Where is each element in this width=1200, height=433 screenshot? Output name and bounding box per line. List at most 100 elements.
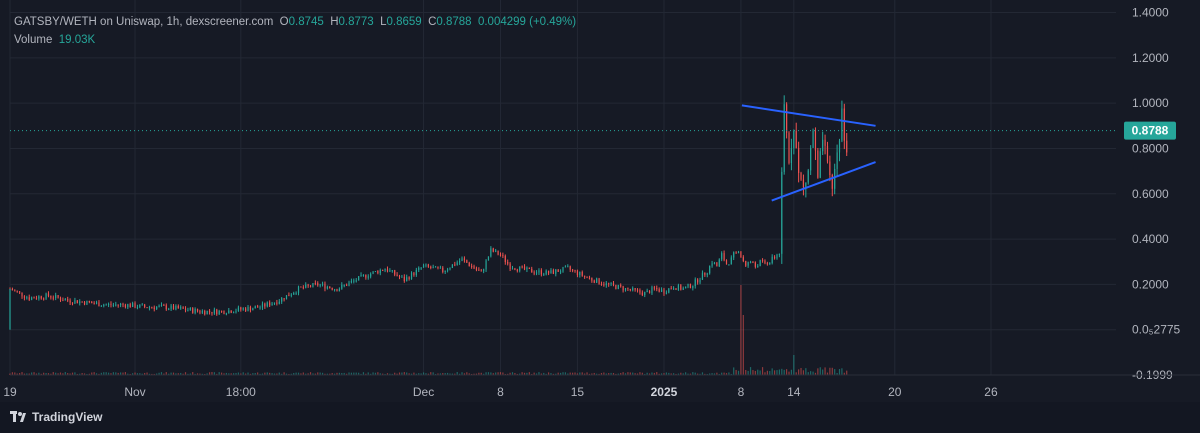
volume-bar	[492, 373, 494, 375]
candle-body	[182, 307, 184, 309]
candle-body	[769, 263, 771, 265]
chart-legend: GATSBY/WETH on Uniswap, 1h, dexscreener.…	[14, 14, 576, 48]
candle-body	[511, 268, 514, 270]
candle-body	[105, 304, 107, 306]
candle-body	[403, 276, 405, 282]
candle-body	[297, 286, 300, 293]
candle-body	[237, 307, 240, 311]
candle-body	[160, 304, 163, 306]
volume-bar	[574, 372, 576, 375]
candle-body	[766, 263, 768, 265]
volume-bar	[425, 373, 427, 375]
candle-body	[800, 172, 802, 180]
volume-bar	[67, 373, 69, 375]
volume-label[interactable]: Volume	[14, 34, 53, 46]
candle-body	[610, 283, 612, 285]
candle-body	[418, 267, 420, 270]
volume-bar	[420, 373, 422, 375]
volume-bar	[841, 368, 843, 375]
volume-bar	[516, 373, 518, 375]
price-badge[interactable]: 0.8788	[1124, 121, 1176, 140]
candle-body	[273, 302, 276, 304]
candle-body	[396, 274, 398, 276]
volume-bar	[697, 373, 699, 375]
volume-bar	[127, 373, 129, 375]
volume-bar	[737, 370, 740, 375]
candle-body	[584, 275, 586, 277]
candle-body	[576, 270, 579, 276]
volume-bar	[773, 370, 776, 375]
candle-body	[242, 308, 244, 310]
candle-body	[598, 278, 600, 284]
candle-body	[697, 279, 699, 283]
volume-bar	[663, 373, 665, 375]
candle-body	[170, 305, 172, 309]
candle-body	[307, 284, 309, 286]
candle-body	[9, 288, 11, 330]
volume-bar	[112, 372, 114, 375]
candle-body	[557, 269, 559, 272]
candle-body	[442, 267, 444, 272]
y-tick-label: 1.2000	[1132, 51, 1169, 65]
volume-bar	[216, 373, 218, 375]
candle-body	[559, 271, 562, 273]
volume-bar	[475, 373, 478, 375]
candle-body	[572, 269, 574, 271]
volume-bar	[528, 372, 530, 375]
candle-body	[745, 261, 747, 266]
candle-body	[593, 280, 595, 283]
candle-body	[509, 263, 511, 269]
volume-bar	[408, 373, 410, 375]
candle-body	[290, 294, 292, 296]
volume-bar	[257, 372, 259, 375]
volume-bar	[675, 373, 677, 375]
volume-bar	[348, 372, 350, 375]
candle-body	[196, 309, 199, 312]
volume-bar	[146, 372, 148, 375]
candle-body	[480, 270, 482, 272]
symbol-title[interactable]: GATSBY/WETH on Uniswap, 1h, dexscreener.…	[14, 16, 274, 28]
candle-body	[581, 271, 583, 276]
volume-bar	[778, 369, 780, 375]
candle-body	[127, 304, 129, 308]
candle-body	[43, 298, 45, 300]
volume-bar	[31, 372, 33, 375]
candle-body	[276, 302, 278, 304]
candle-body	[543, 274, 545, 276]
volume-bar	[343, 372, 345, 375]
volume-bar	[384, 373, 386, 375]
candle-body	[620, 285, 622, 287]
volume-bar	[641, 372, 643, 375]
candle-body	[57, 295, 59, 298]
volume-bar	[463, 373, 466, 375]
candle-body	[492, 248, 494, 252]
x-tick-label: 26	[984, 385, 998, 399]
volume-bar	[485, 372, 487, 375]
candle-body	[843, 108, 845, 141]
tradingview-logo[interactable]: TradingView	[10, 410, 102, 424]
candle-body	[266, 302, 268, 307]
candle-body	[810, 147, 812, 171]
candle-body	[624, 288, 627, 291]
candle-body	[153, 307, 155, 310]
volume-bar	[353, 372, 355, 375]
volume-bar	[793, 355, 795, 375]
volume-bar	[132, 373, 134, 375]
volume-bar	[749, 367, 752, 375]
candle-body	[699, 279, 701, 283]
candle-body	[394, 270, 396, 275]
volume-bar	[487, 372, 490, 375]
candle-body	[28, 297, 30, 300]
candle-body	[240, 307, 242, 310]
volume-bar	[586, 372, 588, 375]
candle-body	[663, 289, 665, 294]
volume-bar	[124, 372, 127, 375]
volume-bar	[810, 371, 812, 375]
volume-bar	[514, 372, 516, 375]
candle-body	[701, 272, 704, 280]
candle-body	[740, 251, 742, 258]
volume-bar	[665, 372, 667, 375]
volume-bar	[151, 373, 153, 375]
